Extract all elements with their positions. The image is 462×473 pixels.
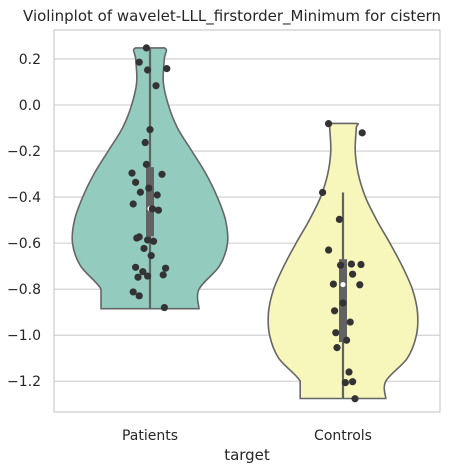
data-point-patients (150, 237, 158, 245)
data-point-patients (134, 273, 142, 281)
y-tick-label: −0.4 (7, 190, 41, 206)
x-axis-title: target (224, 446, 270, 464)
data-point-controls (349, 378, 357, 386)
data-point-controls (331, 307, 339, 315)
y-tick-label: −0.2 (7, 144, 41, 160)
data-point-patients (147, 251, 155, 260)
data-point-patients (159, 271, 167, 279)
data-point-patients (135, 233, 143, 241)
y-tick-label: 0.2 (19, 52, 41, 68)
data-point-patients (153, 191, 161, 199)
data-point-patients (136, 188, 144, 196)
data-point-controls (325, 120, 333, 128)
data-point-controls (346, 318, 354, 326)
data-point-patients (160, 303, 168, 312)
data-point-controls (333, 344, 341, 352)
data-point-patients (135, 292, 143, 300)
data-point-patients (163, 65, 171, 73)
y-tick-label: −1.2 (7, 374, 41, 390)
data-point-patients (129, 288, 137, 296)
data-point-patients (154, 206, 162, 214)
data-point-patients (146, 126, 154, 134)
data-point-patients (128, 169, 136, 177)
data-point-patients (152, 82, 160, 90)
data-point-controls (329, 280, 337, 288)
median-marker-controls (340, 281, 346, 288)
data-point-patients (144, 236, 152, 244)
y-tick-label: −1.0 (7, 328, 41, 344)
data-point-controls (345, 368, 353, 376)
data-point-patients (162, 264, 170, 272)
chart-title: Violinplot of wavelet-LLL_firstorder_Min… (23, 7, 441, 26)
data-point-controls (357, 260, 365, 269)
data-point-patients (141, 138, 149, 147)
y-tick-label: −0.8 (7, 282, 41, 298)
data-point-patients (142, 160, 150, 168)
data-points (128, 44, 366, 403)
data-point-patients (145, 184, 153, 192)
data-point-patients (148, 205, 156, 213)
data-point-patients (140, 244, 148, 253)
data-point-controls (347, 260, 355, 268)
data-point-controls (358, 129, 366, 137)
data-point-controls (341, 379, 349, 387)
data-point-patients (132, 178, 140, 186)
data-point-controls (319, 188, 327, 197)
data-point-patients (129, 200, 137, 208)
data-point-controls (343, 336, 351, 344)
data-point-patients (144, 272, 152, 280)
y-tick-label: 0.0 (19, 98, 41, 114)
data-point-controls (349, 270, 357, 278)
data-point-controls (339, 299, 347, 307)
data-point-patients (135, 58, 143, 66)
data-point-patients (142, 44, 150, 52)
data-point-controls (335, 215, 343, 224)
x-axis-ticks: Patients Controls (122, 428, 372, 444)
y-axis-ticks: 0.2 0.0 −0.2 −0.4 −0.6 −0.8 −1.0 −1.2 (7, 52, 41, 390)
x-tick-label-patients: Patients (122, 428, 178, 444)
data-point-controls (356, 281, 364, 289)
data-point-controls (332, 329, 340, 337)
y-tick-label: −0.6 (7, 236, 41, 252)
data-point-patients (158, 170, 166, 178)
iqr-box-patients (146, 167, 154, 237)
data-point-patients (139, 268, 147, 276)
data-point-controls (325, 246, 333, 254)
data-point-patients (144, 66, 152, 74)
x-tick-label-controls: Controls (314, 428, 372, 444)
data-point-patients (132, 263, 140, 271)
data-point-controls (351, 395, 359, 403)
data-point-controls (337, 261, 345, 269)
